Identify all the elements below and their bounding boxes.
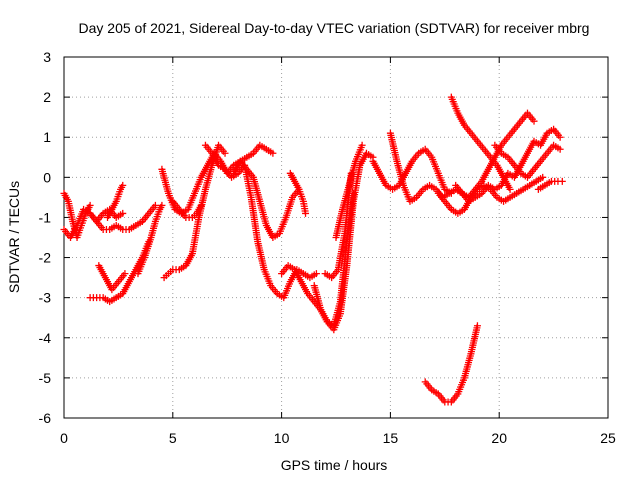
data-point (506, 185, 514, 193)
series-sat-q (332, 141, 366, 241)
data-point (556, 133, 564, 141)
data-points (60, 93, 566, 406)
y-tick-label: 3 (43, 49, 51, 65)
data-point (473, 322, 481, 330)
x-tick-label: 25 (600, 430, 616, 446)
data-point (221, 149, 229, 157)
series-sat-b (60, 189, 94, 241)
data-point (197, 201, 205, 209)
series-sat-m (286, 169, 310, 217)
data-point (158, 201, 166, 209)
x-axis-label: GPS time / hours (281, 457, 388, 473)
data-point (119, 209, 127, 217)
data-point (269, 149, 277, 157)
data-point (556, 145, 564, 153)
series-sat-t (434, 173, 547, 217)
series-sat-p (321, 169, 355, 282)
series-sat-x (534, 177, 566, 193)
y-tick-label: -1 (39, 209, 52, 225)
plot-frame (63, 56, 609, 419)
series-sat-u (447, 93, 514, 193)
y-tick-label: -5 (39, 370, 52, 386)
data-point (119, 181, 127, 189)
data-point (358, 141, 366, 149)
series-sat-f (104, 181, 127, 221)
series-sat-j (169, 197, 205, 221)
x-tick-label: 0 (60, 430, 68, 446)
data-point (121, 270, 129, 278)
data-point (151, 201, 159, 209)
data-point (539, 173, 547, 181)
data-point (530, 117, 538, 125)
chart-title: Day 205 of 2021, Sidereal Day-to-day VTE… (79, 20, 590, 36)
series-sat-d (86, 238, 153, 306)
y-tick-label: 0 (43, 169, 51, 185)
series-sat-k (201, 141, 320, 302)
y-tick-label: -6 (39, 410, 52, 426)
series-sat-c (86, 201, 159, 233)
y-tick-label: -2 (39, 250, 52, 266)
y-axis-label: SDTVAR / TECUs (6, 181, 22, 293)
x-tick-label: 20 (491, 430, 507, 446)
series-sat-r (369, 145, 455, 197)
series-sat-e (95, 262, 129, 294)
series-sat-l (230, 157, 303, 241)
x-tick-label: 15 (383, 430, 399, 446)
x-tick-label: 5 (169, 430, 177, 446)
data-point (86, 201, 94, 209)
series-sat-w (491, 141, 564, 181)
y-tick-label: 1 (43, 129, 51, 145)
data-point (312, 270, 320, 278)
series-sat-g (134, 201, 166, 278)
y-tick-label: -3 (39, 290, 52, 306)
series-sat-o (310, 189, 357, 330)
data-point (558, 177, 566, 185)
data-point (302, 209, 310, 217)
y-tick-label: 2 (43, 89, 51, 105)
series-sat-v (452, 109, 538, 201)
grid (64, 57, 608, 418)
y-tick-label: -4 (39, 330, 52, 346)
series-sat-y (421, 322, 481, 406)
x-tick-label: 10 (274, 430, 290, 446)
